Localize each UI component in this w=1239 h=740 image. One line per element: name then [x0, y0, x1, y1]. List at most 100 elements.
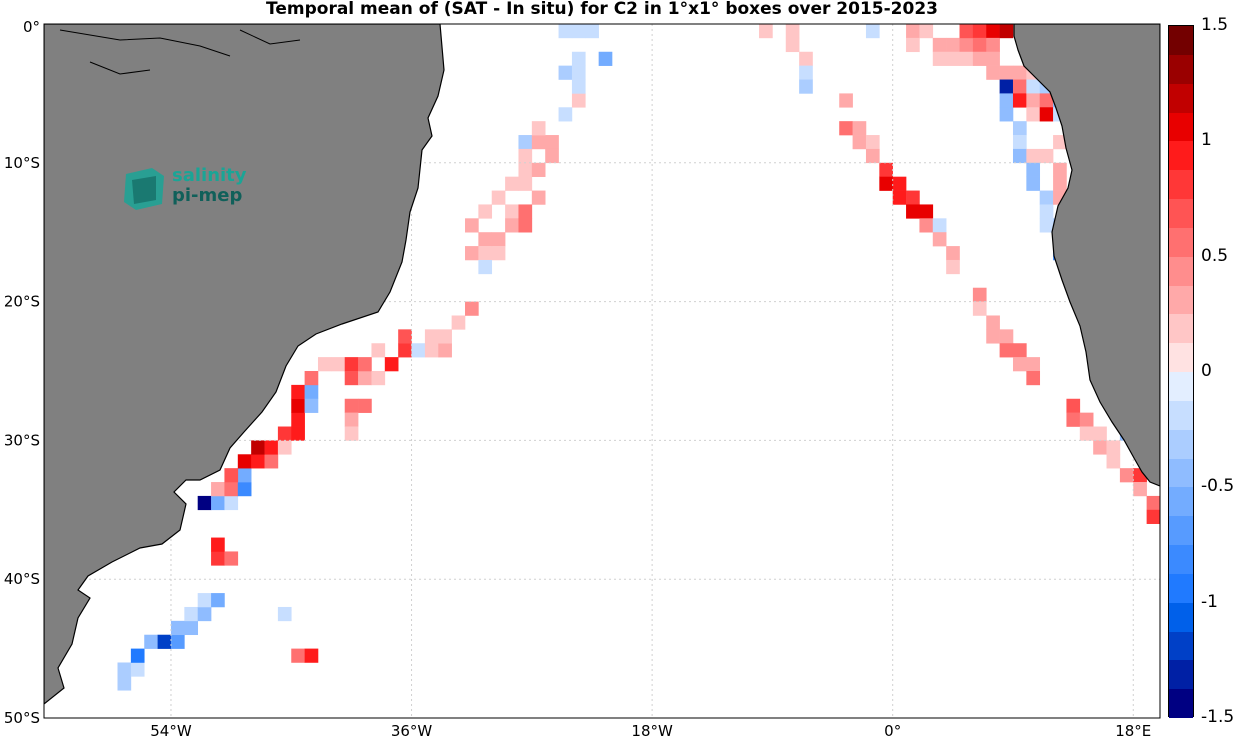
colorbar-segment: [1169, 631, 1193, 661]
data-cell: [358, 398, 372, 413]
data-cell: [932, 51, 947, 66]
data-cell: [1026, 148, 1041, 164]
data-cell: [478, 246, 493, 261]
data-cell: [291, 412, 305, 427]
data-cell: [571, 24, 586, 39]
data-cell: [946, 51, 960, 66]
data-cell: [785, 24, 800, 39]
colorbar-segment: [1169, 227, 1193, 258]
data-cell: [197, 495, 212, 511]
data-cell: [972, 37, 987, 53]
data-cell: [264, 454, 279, 469]
data-cell: [237, 468, 252, 483]
data-cell: [197, 606, 212, 622]
data-cell: [344, 371, 359, 386]
colorbar-segment: [1169, 429, 1193, 459]
data-cell: [959, 24, 974, 39]
data-cell: [1119, 468, 1134, 483]
data-cell: [972, 287, 987, 302]
data-cell: [211, 593, 225, 608]
data-cell: [906, 24, 920, 39]
data-cell: [1026, 371, 1041, 386]
data-cell: [224, 482, 239, 497]
data-cell: [478, 232, 493, 247]
data-cell: [1106, 454, 1121, 469]
colorbar-segment: [1169, 285, 1193, 315]
data-cell: [291, 426, 305, 441]
data-cell: [478, 259, 493, 275]
data-cell: [438, 343, 452, 358]
data-cell: [531, 135, 546, 150]
data-cell: [251, 440, 265, 455]
colorbar-segment: [1169, 458, 1193, 488]
data-cell: [558, 24, 573, 39]
data-cell: [799, 51, 813, 66]
data-cell: [224, 551, 239, 566]
logo-line1: salinity: [172, 165, 247, 186]
data-cell: [531, 190, 546, 205]
data-cell: [892, 190, 907, 205]
data-cell: [1012, 343, 1027, 358]
colorbar-segment: [1169, 372, 1193, 402]
data-cell: [465, 301, 479, 316]
data-cell: [505, 204, 519, 219]
colorbar-segment: [1169, 83, 1193, 113]
salinity-pi-mep-logo: salinity pi-mep: [122, 166, 252, 214]
data-cell: [505, 218, 519, 233]
data-cell: [946, 259, 960, 275]
data-cell: [344, 426, 359, 441]
data-cell: [1093, 426, 1107, 441]
data-cell: [1039, 93, 1054, 108]
data-cell: [1053, 162, 1067, 177]
data-cell: [371, 343, 386, 358]
data-cell: [224, 495, 239, 511]
data-cell: [999, 329, 1014, 344]
data-cell: [946, 246, 960, 261]
data-cell: [839, 121, 853, 136]
data-cell: [585, 24, 599, 39]
colorbar-segment: [1169, 689, 1193, 719]
data-cell: [344, 357, 359, 372]
data-cell: [1012, 65, 1027, 80]
map-axes: 0° 10°S 20°S 30°S 40°S 50°S 54°W 36°W 18°W 0° 18°E: [4, 18, 1151, 740]
data-cell: [999, 93, 1014, 108]
data-cell: [304, 398, 319, 413]
data-cell: [465, 218, 479, 233]
data-cell: [251, 454, 265, 469]
data-cell: [1053, 135, 1067, 150]
data-cell: [531, 121, 546, 136]
colorbar-segment: [1169, 26, 1193, 56]
data-cell: [1053, 176, 1067, 191]
colorbar-segment: [1169, 573, 1193, 604]
data-cell: [371, 371, 386, 386]
data-cell: [291, 398, 305, 413]
logo-line2: pi-mep: [172, 185, 243, 206]
map-frame: [43, 23, 1161, 719]
data-cell: [518, 176, 533, 191]
colorbar-segment: [1169, 545, 1193, 575]
lat-tick-label: 10°S: [4, 154, 40, 172]
colorbar-segment: [1169, 54, 1193, 85]
data-cell: [398, 343, 412, 358]
data-cell: [1106, 440, 1121, 455]
data-cell: [438, 329, 452, 344]
data-cell: [946, 37, 960, 53]
colorbar-tick-label: 0: [1201, 361, 1212, 381]
data-cell: [906, 37, 920, 53]
data-cell: [986, 329, 1000, 344]
data-cell: [184, 620, 199, 636]
lat-tick-label: 40°S: [4, 570, 40, 588]
data-cell: [170, 634, 185, 649]
data-cell: [211, 482, 225, 497]
colorbar-segment: [1169, 400, 1193, 431]
data-cell: [211, 551, 225, 566]
data-cell: [999, 343, 1014, 358]
data-cell: [972, 301, 987, 316]
data-cell: [130, 648, 145, 663]
data-cell: [264, 440, 279, 455]
data-cell: [986, 315, 1000, 330]
data-cell: [1026, 93, 1041, 108]
colorbar-segment: [1169, 660, 1193, 690]
colorbar: [1168, 25, 1194, 719]
data-cell: [1026, 162, 1041, 177]
